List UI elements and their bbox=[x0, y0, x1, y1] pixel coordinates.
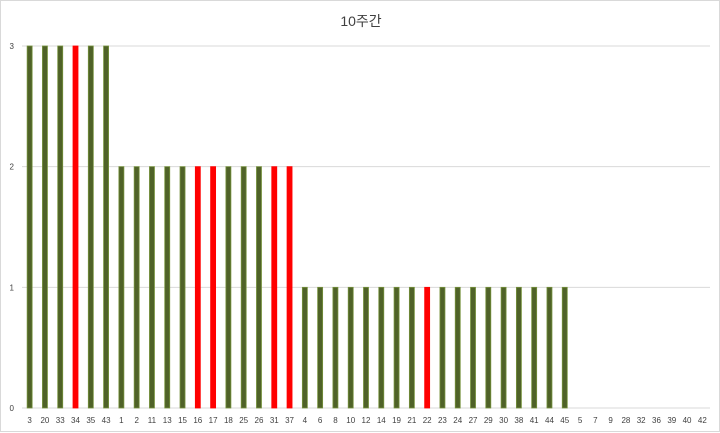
x-tick-label: 24 bbox=[453, 416, 462, 425]
bar-14 bbox=[378, 286, 385, 409]
x-tick-label: 45 bbox=[560, 416, 569, 425]
y-tick-label: 0 bbox=[10, 404, 15, 413]
bar-37 bbox=[286, 166, 293, 409]
bar-29 bbox=[485, 286, 492, 409]
x-tick-label: 25 bbox=[239, 416, 248, 425]
bar-44 bbox=[546, 286, 553, 409]
bar-43 bbox=[103, 45, 109, 409]
x-tick-label: 18 bbox=[224, 416, 233, 425]
bar-1 bbox=[118, 166, 125, 409]
x-tick-label: 31 bbox=[270, 416, 279, 425]
x-tick-label: 2 bbox=[134, 416, 139, 425]
bar-12 bbox=[363, 286, 369, 409]
x-tick-label: 19 bbox=[392, 416, 401, 425]
x-tick-label: 15 bbox=[178, 416, 187, 425]
bar-8 bbox=[332, 286, 339, 409]
bar-30 bbox=[500, 286, 507, 409]
x-tick-label: 8 bbox=[333, 416, 338, 425]
x-tick-label: 34 bbox=[71, 416, 80, 425]
bar-15 bbox=[179, 166, 186, 409]
x-tick-label: 12 bbox=[362, 416, 371, 425]
x-tick-label: 28 bbox=[621, 416, 630, 425]
bar-41 bbox=[531, 286, 538, 409]
bar-19 bbox=[393, 286, 400, 409]
x-tick-label: 1 bbox=[119, 416, 124, 425]
bar-35 bbox=[87, 45, 94, 409]
x-tick-label: 33 bbox=[56, 416, 65, 425]
x-tick-label: 37 bbox=[285, 416, 294, 425]
x-tick-label: 22 bbox=[423, 416, 432, 425]
x-tick-label: 36 bbox=[652, 416, 661, 425]
x-tick-label: 44 bbox=[545, 416, 554, 425]
x-tick-label: 10 bbox=[346, 416, 355, 425]
x-tick-label: 11 bbox=[148, 416, 157, 425]
x-tick-label: 35 bbox=[86, 416, 95, 425]
bar-16 bbox=[194, 166, 201, 409]
x-tick-label: 4 bbox=[303, 416, 308, 425]
x-tick-label: 38 bbox=[514, 416, 523, 425]
y-tick-label: 3 bbox=[10, 42, 15, 51]
x-tick-label: 7 bbox=[593, 416, 598, 425]
bar-11 bbox=[149, 166, 155, 409]
bar-17 bbox=[210, 166, 217, 409]
bar-21 bbox=[408, 286, 415, 409]
bar-25 bbox=[240, 166, 247, 409]
x-tick-label: 13 bbox=[163, 416, 172, 425]
bar-34 bbox=[72, 45, 79, 409]
bar-23 bbox=[439, 286, 446, 409]
bar-27 bbox=[470, 286, 476, 409]
bar-45 bbox=[561, 286, 568, 409]
x-tick-label: 30 bbox=[499, 416, 508, 425]
bar-13 bbox=[164, 166, 171, 409]
x-tick-label: 41 bbox=[530, 416, 539, 425]
x-tick-label: 21 bbox=[407, 416, 416, 425]
y-tick-label: 2 bbox=[10, 163, 15, 172]
x-tick-label: 14 bbox=[377, 416, 386, 425]
chart-title: 10주간 bbox=[340, 13, 382, 29]
bar-33 bbox=[57, 45, 64, 409]
x-tick-label: 20 bbox=[40, 416, 49, 425]
bar-31 bbox=[271, 166, 278, 409]
x-tick-label: 3 bbox=[27, 416, 32, 425]
bar-26 bbox=[256, 166, 262, 409]
x-tick-label: 23 bbox=[438, 416, 447, 425]
y-tick-label: 1 bbox=[10, 283, 15, 292]
x-tick-label: 42 bbox=[698, 416, 707, 425]
bar-6 bbox=[317, 286, 324, 409]
bar-10 bbox=[347, 286, 354, 409]
bar-3 bbox=[26, 45, 33, 409]
x-tick-label: 40 bbox=[683, 416, 692, 425]
bar-22 bbox=[424, 286, 431, 409]
x-tick-label: 39 bbox=[667, 416, 676, 425]
x-tick-label: 32 bbox=[637, 416, 646, 425]
x-tick-label: 5 bbox=[578, 416, 583, 425]
bar-20 bbox=[42, 45, 48, 409]
x-tick-label: 27 bbox=[469, 416, 478, 425]
bar-4 bbox=[301, 286, 308, 409]
x-tick-label: 6 bbox=[318, 416, 323, 425]
bar-18 bbox=[225, 166, 232, 409]
x-tick-label: 29 bbox=[484, 416, 493, 425]
x-tick-label: 16 bbox=[193, 416, 202, 425]
bar-24 bbox=[454, 286, 461, 409]
x-tick-label: 43 bbox=[102, 416, 111, 425]
x-tick-label: 9 bbox=[608, 416, 613, 425]
x-tick-label: 26 bbox=[255, 416, 264, 425]
bar-38 bbox=[515, 286, 522, 409]
x-tick-label: 17 bbox=[209, 416, 218, 425]
bar-2 bbox=[133, 166, 140, 409]
